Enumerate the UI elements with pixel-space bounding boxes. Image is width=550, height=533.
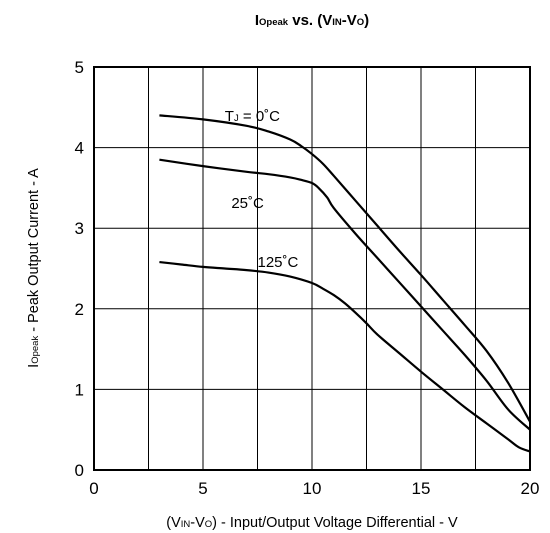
series-label-part: = 0˚C <box>239 108 280 125</box>
ylabel-sub: Opeak <box>30 336 41 364</box>
y-tick-label: 2 <box>75 300 84 319</box>
series-label-0: TJ = 0˚C <box>225 108 280 125</box>
series-label-2: 125˚C <box>258 254 299 271</box>
x-tick-label: 0 <box>89 479 98 498</box>
series-label-sub: J <box>234 113 239 124</box>
x-tick-label: 15 <box>412 479 431 498</box>
title-sub: Opeak <box>259 17 289 28</box>
y-tick-label: 3 <box>75 219 84 238</box>
series-label-part: T <box>225 108 234 125</box>
xlabel-part: -V <box>190 515 205 531</box>
x-tick-labels: 0 5 10 15 20 <box>89 479 539 498</box>
y-tick-label: 0 <box>75 461 84 480</box>
series-labels: TJ = 0˚C 25˚C 125˚C <box>225 108 299 271</box>
xlabel-sub: O <box>205 519 212 530</box>
y-tick-labels: 0 1 2 3 4 5 <box>75 58 84 480</box>
plot-frame <box>93 66 531 471</box>
title-sub: IN <box>332 17 342 28</box>
y-axis-label: IOpeak - Peak Output Current - A <box>26 168 42 368</box>
series-line-2 <box>159 260 531 453</box>
title-sub: O <box>357 17 364 28</box>
series-line-0 <box>159 114 531 423</box>
x-tick-label: 5 <box>198 479 207 498</box>
series-label-part: 125˚C <box>258 254 299 271</box>
title-part: -V <box>342 12 357 29</box>
x-tick-label: 20 <box>521 479 540 498</box>
series-label-1: 25˚C <box>231 195 264 212</box>
xlabel-part: (V <box>166 515 181 531</box>
x-tick-label: 10 <box>303 479 322 498</box>
title-part: ) <box>364 12 369 29</box>
ylabel-part: I <box>26 364 42 368</box>
series-line-1 <box>159 158 531 431</box>
xlabel-part: ) - Input/Output Voltage Differential - … <box>212 515 458 531</box>
x-axis-label: (VIN-VO) - Input/Output Voltage Differen… <box>166 515 458 531</box>
title-part: vs. (V <box>288 12 332 29</box>
y-tick-label: 1 <box>75 380 84 399</box>
grid <box>94 67 530 470</box>
chart-title: IOpeak vs. (VIN-VO) <box>255 12 369 29</box>
xlabel-sub: IN <box>181 519 191 530</box>
title-part: I <box>255 12 259 29</box>
ylabel-part: - Peak Output Current - A <box>26 168 42 336</box>
curves <box>159 114 531 453</box>
y-tick-label: 4 <box>75 139 84 158</box>
series-label-part: 25˚C <box>231 195 264 212</box>
y-tick-label: 5 <box>75 58 84 77</box>
